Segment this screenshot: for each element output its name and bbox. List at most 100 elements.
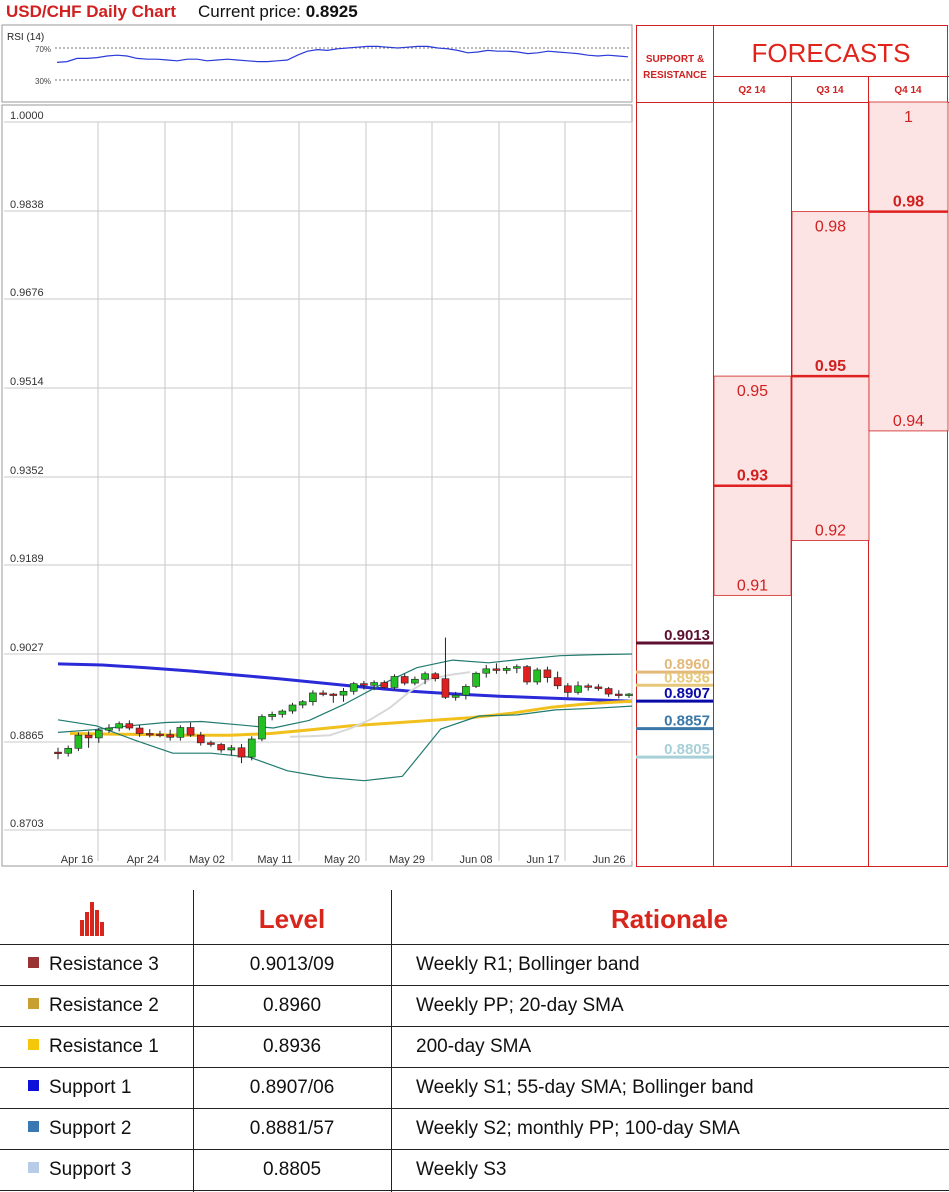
row-name: Support 1	[49, 1077, 132, 1098]
candle-body	[84, 734, 93, 739]
y-tick-label: 0.9838	[10, 199, 44, 211]
q3-label: Q3 14	[816, 85, 844, 96]
x-tick-label: Jun 26	[592, 854, 625, 866]
candle-body	[217, 744, 225, 751]
candle-body	[421, 673, 429, 680]
color-swatch	[28, 957, 39, 969]
y-tick-label: 0.9352	[10, 465, 44, 477]
x-tick-label: May 20	[324, 854, 360, 866]
candle-body	[237, 747, 246, 758]
candle-body	[441, 678, 450, 698]
sr-level-value: 0.8907	[664, 685, 710, 702]
candle-body	[513, 666, 521, 669]
candle-body	[533, 669, 542, 683]
level-header: Level	[258, 904, 326, 934]
candles	[54, 637, 633, 764]
color-swatch	[28, 998, 39, 1010]
candle-body	[604, 688, 613, 695]
candle-body	[319, 692, 327, 695]
sr-level-value: 0.8936	[664, 669, 710, 686]
color-swatch	[28, 1080, 39, 1092]
row-level: 0.8805	[262, 1159, 322, 1180]
forecast-median: 0.95	[815, 358, 846, 375]
x-tick-label: May 02	[189, 854, 225, 866]
candle-body	[309, 692, 317, 703]
row-name: Support 3	[49, 1159, 132, 1180]
candle-body	[400, 676, 409, 684]
table-row: Resistance 1 0.8936 200-day SMA	[0, 1026, 949, 1068]
row-level: 0.8881/57	[249, 1118, 335, 1139]
forecast-low: 0.94	[893, 413, 924, 430]
candlestick-chart: 1.0000 0.9838 0.9676 0.9514 0.9352 0.9189 0.90…	[1, 104, 633, 867]
rsi-frame	[1, 24, 633, 103]
color-swatch	[28, 1121, 39, 1133]
forecasts-title: FORECASTS	[752, 38, 911, 68]
candle-body	[625, 693, 633, 696]
row-rationale: Weekly S3	[416, 1159, 507, 1180]
rsi-30-label: 30%	[35, 77, 51, 86]
candle-body	[176, 727, 185, 738]
q2-label: Q2 14	[738, 85, 766, 96]
candle-body	[584, 685, 593, 688]
rsi-label: RSI (14)	[7, 32, 44, 43]
bollinger-upper-line	[57, 653, 633, 733]
rsi-panel: RSI (14) 70% 30%	[1, 24, 633, 103]
row-rationale: Weekly S1; 55-day SMA; Bollinger band	[416, 1077, 754, 1098]
row-name: Support 2	[49, 1118, 132, 1139]
candle-body	[553, 677, 562, 687]
candle-body	[196, 734, 205, 744]
candle-body	[64, 748, 72, 754]
candle-body	[268, 714, 276, 717]
candle-body	[166, 734, 174, 738]
table-header: Level Rationale	[0, 890, 949, 945]
current-price: Current price: 0.8925	[198, 2, 358, 22]
candle-body	[288, 704, 297, 712]
row-level: 0.8907/06	[249, 1077, 335, 1098]
table-row: Support 2 0.8881/57 Weekly S2; monthly PP;…	[0, 1108, 949, 1150]
price-value: 0.8925	[305, 2, 358, 21]
candle-body	[594, 686, 603, 689]
candle-body	[278, 710, 287, 715]
sr-heading-1: SUPPORT &	[646, 54, 704, 65]
forecast-high: 1	[904, 109, 913, 126]
candle-body	[390, 676, 399, 688]
chart-title: USD/CHF Daily Chart	[6, 2, 177, 21]
sr-level-value: 0.8805	[664, 741, 710, 758]
candle-body	[411, 678, 419, 684]
rationale-header: Rationale	[610, 904, 729, 934]
candle-body	[54, 751, 62, 754]
forecast-panel: SUPPORT & RESISTANCE FORECASTS Q2 14 Q3 …	[636, 25, 949, 867]
table-row: Support 1 0.8907/06 Weekly S1; 55-day SMA;…	[0, 1067, 949, 1109]
x-tick-label: Apr 16	[61, 854, 93, 866]
price-label: Current price:	[198, 2, 301, 21]
candle-body	[451, 694, 460, 698]
candle-body	[523, 666, 531, 683]
y-tick-label: 0.9676	[10, 287, 44, 299]
row-rationale: Weekly PP; 20-day SMA	[416, 995, 624, 1016]
row-name-cell: Resistance 3	[28, 944, 192, 985]
candle-body	[329, 693, 338, 696]
rsi-line	[56, 45, 629, 63]
candle-body	[472, 672, 480, 687]
candle-body	[360, 683, 368, 686]
row-name: Resistance 3	[49, 954, 159, 975]
forecast-low: 0.92	[815, 523, 846, 540]
row-name: Resistance 2	[49, 995, 159, 1016]
color-swatch	[28, 1039, 39, 1051]
row-level: 0.8960	[262, 995, 322, 1016]
sr-heading-2: RESISTANCE	[643, 70, 707, 81]
candle-body	[227, 747, 236, 751]
row-name-cell: Support 1	[28, 1067, 192, 1108]
candle-body	[431, 673, 440, 679]
candle-body	[298, 701, 307, 706]
row-name-cell: Support 2	[28, 1108, 192, 1149]
levels-table: Level Rationale Resistance 3 0.9013/09 Wee…	[0, 890, 949, 1192]
candle-body	[502, 667, 511, 671]
row-rationale: Weekly R1; Bollinger band	[416, 954, 640, 975]
candle-body	[543, 669, 552, 678]
forecast-range-box	[868, 101, 949, 432]
x-tick-label: Apr 24	[127, 854, 159, 866]
sr-level-value: 0.8960	[664, 656, 710, 673]
